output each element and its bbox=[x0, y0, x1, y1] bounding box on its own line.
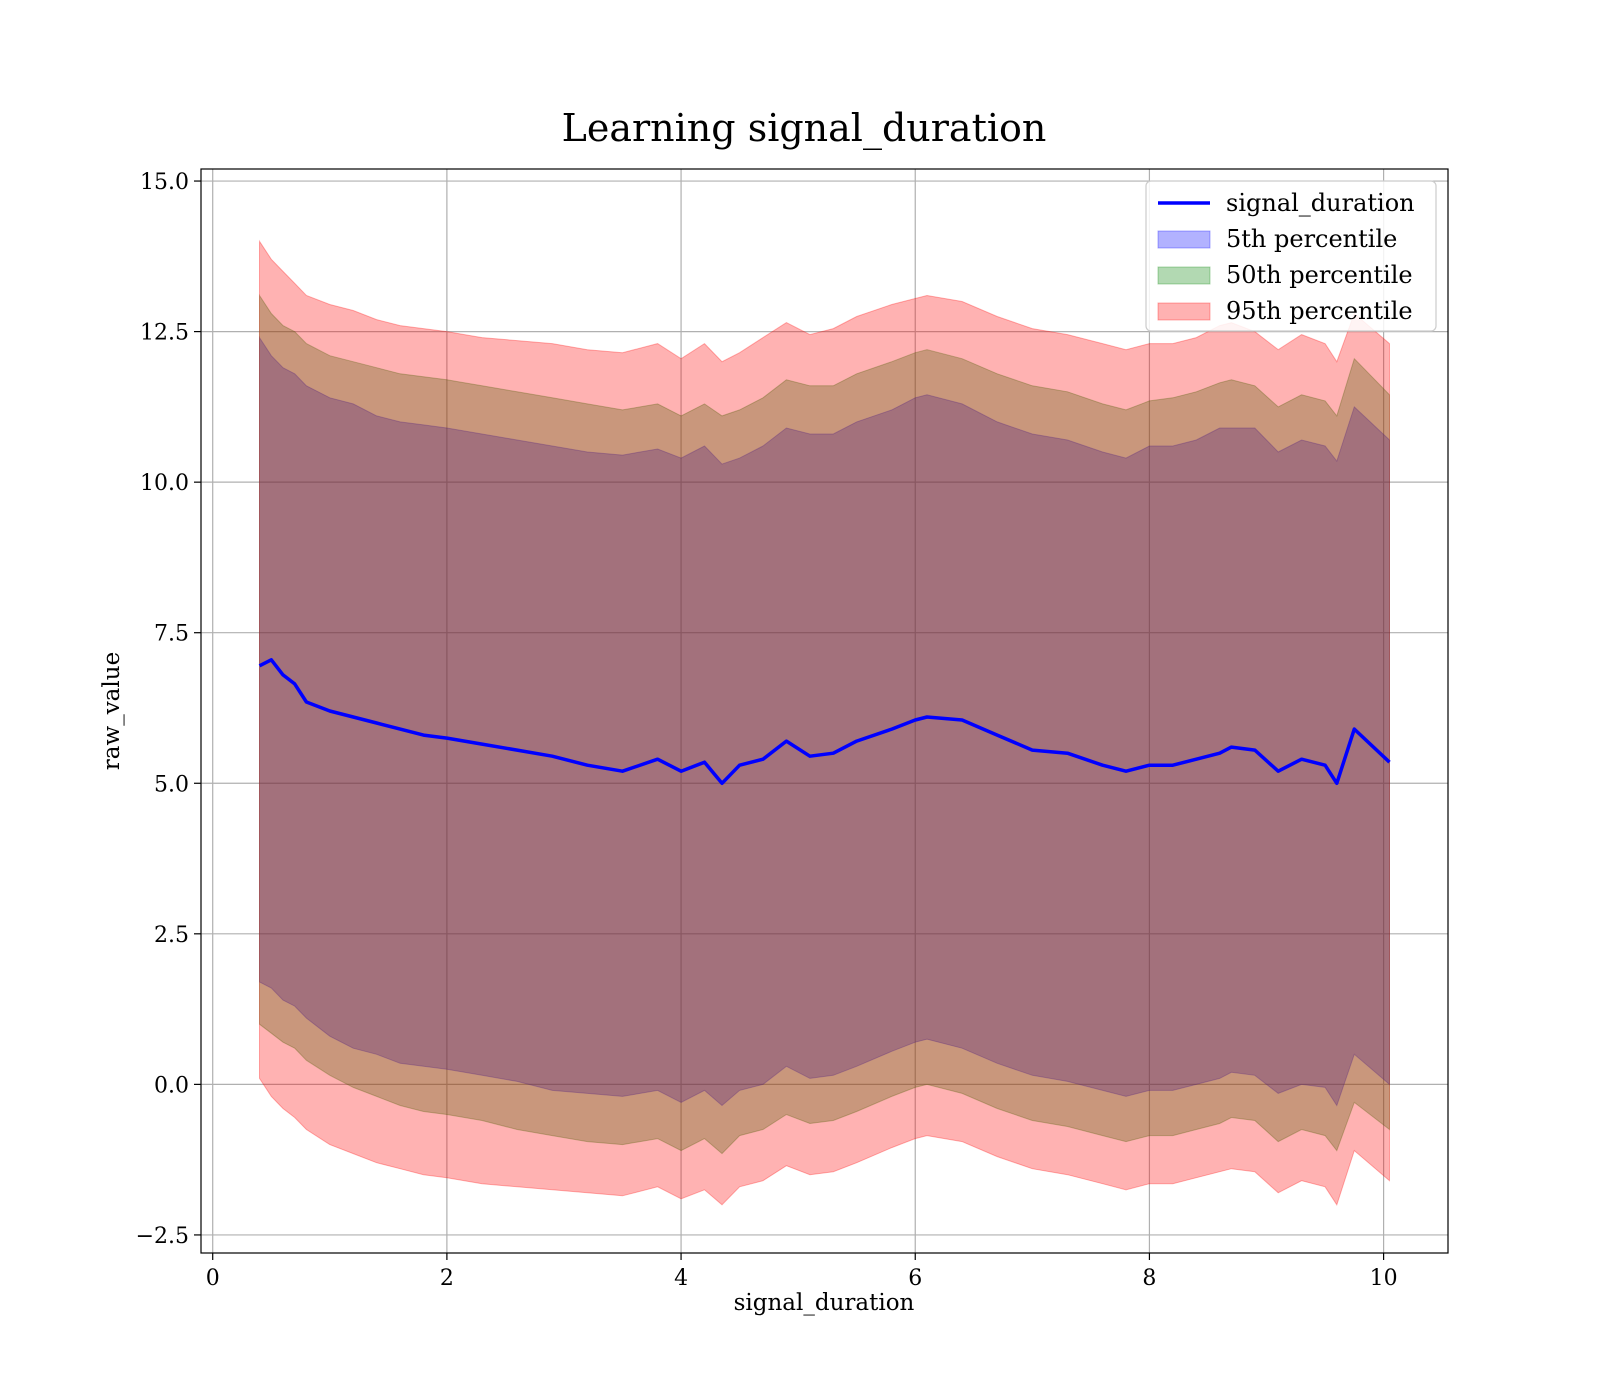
x-tick-label: 8 bbox=[1142, 1266, 1156, 1291]
y-tick-label: 7.5 bbox=[154, 622, 189, 647]
x-tick-label: 6 bbox=[908, 1266, 922, 1291]
x-tick-label: 10 bbox=[1370, 1266, 1398, 1291]
band-95th-percentile bbox=[259, 239, 1390, 1206]
band-5th-percentile bbox=[259, 335, 1390, 1107]
y-tick-label: 0.0 bbox=[154, 1073, 189, 1098]
y-tick-label: 5.0 bbox=[154, 772, 189, 797]
x-tick-label: 0 bbox=[206, 1266, 220, 1291]
x-tick-label: 2 bbox=[440, 1266, 454, 1291]
y-tick-label: 2.5 bbox=[154, 923, 189, 948]
y-axis-label: raw_value bbox=[99, 652, 125, 770]
y-axis-ticks: −2.5 0.0 2.5 5.0 7.5 10.0 12.5 15.0 bbox=[136, 170, 201, 1249]
legend-label: 5th percentile bbox=[1226, 225, 1397, 253]
y-tick-label: 10.0 bbox=[140, 471, 189, 496]
legend-box bbox=[1145, 180, 1437, 332]
x-tick-label: 4 bbox=[674, 1266, 688, 1291]
y-tick-label: 12.5 bbox=[140, 321, 189, 346]
plot-area-frame bbox=[200, 168, 1449, 1254]
band-50th-percentile bbox=[259, 293, 1390, 1155]
legend-swatch bbox=[1157, 230, 1211, 249]
series-line-signal_duration bbox=[258, 658, 1391, 786]
x-axis-ticks: 0 2 4 6 8 10 bbox=[206, 1253, 1398, 1291]
legend-label: 95th percentile bbox=[1226, 297, 1413, 325]
y-tick-label: 15.0 bbox=[140, 170, 189, 195]
percentile-bands bbox=[259, 239, 1390, 1206]
chart-title: Learning signal_duration bbox=[562, 106, 1047, 151]
legend: signal_duration 5th percentile 50th percen… bbox=[1145, 180, 1437, 332]
legend-swatch bbox=[1157, 266, 1211, 285]
legend-label: 50th percentile bbox=[1226, 261, 1413, 289]
legend-label: signal_duration bbox=[1226, 189, 1415, 217]
data-lines bbox=[258, 658, 1391, 786]
x-axis-label: signal_duration bbox=[734, 1290, 915, 1316]
y-tick-label: −2.5 bbox=[136, 1224, 189, 1249]
legend-swatch bbox=[1157, 302, 1211, 321]
